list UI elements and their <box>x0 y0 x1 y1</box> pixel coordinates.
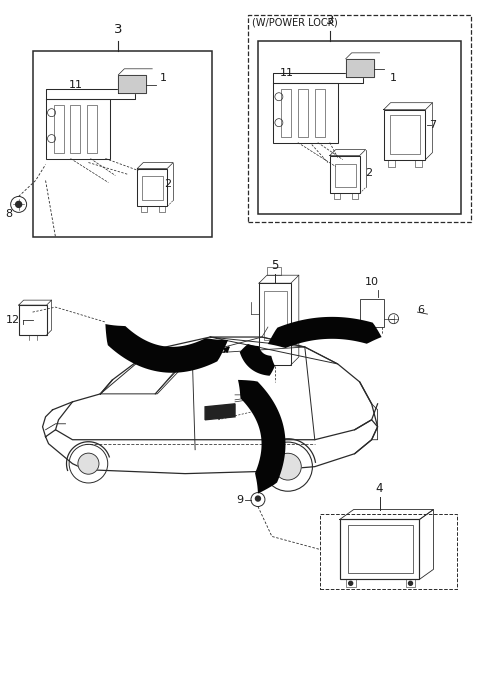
Bar <box>298 89 308 136</box>
Polygon shape <box>106 324 228 373</box>
Bar <box>335 163 356 188</box>
Text: 3: 3 <box>325 14 334 27</box>
Bar <box>33 51 212 237</box>
Bar <box>340 520 420 579</box>
Text: 2: 2 <box>164 179 171 190</box>
Text: 1: 1 <box>160 73 167 83</box>
Bar <box>141 206 147 212</box>
Text: 7: 7 <box>430 120 437 129</box>
Text: 10: 10 <box>365 277 379 287</box>
Bar <box>390 115 420 154</box>
Bar <box>19 305 47 335</box>
Text: 11: 11 <box>69 80 83 90</box>
Polygon shape <box>240 344 275 376</box>
Text: 5: 5 <box>271 260 278 272</box>
Bar <box>267 267 281 275</box>
Bar <box>346 579 356 588</box>
Bar <box>264 291 287 340</box>
Circle shape <box>255 496 261 501</box>
Bar <box>142 176 163 201</box>
Bar <box>315 89 325 136</box>
Polygon shape <box>346 59 373 77</box>
Bar <box>330 156 360 194</box>
Bar <box>258 41 461 215</box>
Circle shape <box>78 453 99 474</box>
Text: 11: 11 <box>280 68 294 78</box>
Polygon shape <box>238 380 286 493</box>
Bar <box>320 513 457 590</box>
Bar <box>248 15 471 222</box>
Text: 12: 12 <box>6 315 20 325</box>
Polygon shape <box>268 317 382 348</box>
Bar <box>360 299 384 327</box>
Text: 3: 3 <box>114 23 122 36</box>
Text: 2: 2 <box>365 167 372 178</box>
Bar <box>273 83 338 143</box>
Bar <box>352 194 358 199</box>
Bar <box>348 525 413 574</box>
Circle shape <box>408 581 412 585</box>
Bar <box>384 110 425 160</box>
Bar <box>71 104 81 152</box>
Bar <box>137 169 167 206</box>
Bar <box>159 206 165 212</box>
Text: 6: 6 <box>418 305 424 315</box>
Circle shape <box>16 201 22 208</box>
Bar <box>259 283 291 365</box>
Text: 8: 8 <box>6 210 13 219</box>
Text: 9: 9 <box>236 495 243 504</box>
Text: 1: 1 <box>390 73 396 83</box>
Bar <box>416 160 422 167</box>
Text: 4: 4 <box>376 482 384 495</box>
Bar <box>334 194 340 199</box>
Polygon shape <box>205 404 235 420</box>
Bar <box>387 160 395 167</box>
Polygon shape <box>119 75 146 93</box>
Text: (W/POWER LOCK): (W/POWER LOCK) <box>252 18 338 28</box>
Bar <box>54 104 63 152</box>
Bar <box>281 89 291 136</box>
Bar <box>406 579 416 588</box>
Bar <box>87 104 97 152</box>
Circle shape <box>348 581 353 585</box>
Bar <box>46 99 110 158</box>
Circle shape <box>275 453 301 480</box>
